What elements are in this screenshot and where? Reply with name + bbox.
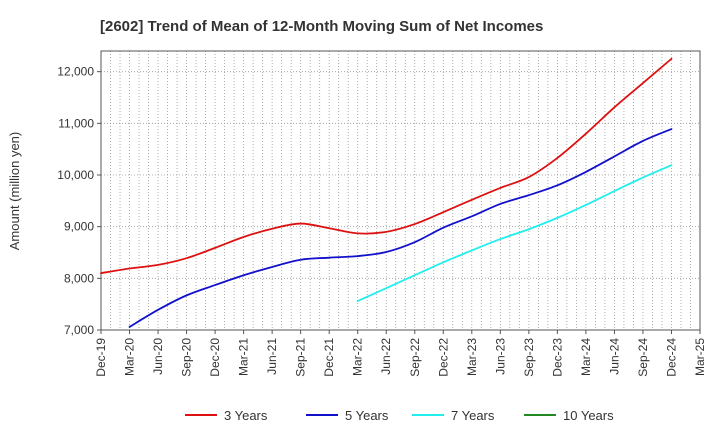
x-tick-label: Jun-22 bbox=[379, 338, 393, 375]
plot-background bbox=[101, 51, 700, 330]
x-tick-label: Jun-24 bbox=[607, 338, 621, 375]
legend-label: 5 Years bbox=[345, 408, 389, 423]
legend-item-3-years: 3 Years bbox=[185, 408, 268, 423]
series-line-3-years bbox=[100, 57, 673, 275]
x-tick-label: Dec-22 bbox=[436, 338, 450, 377]
series-line-5-years bbox=[128, 128, 673, 328]
y-tick-label: 12,000 bbox=[57, 65, 94, 79]
chart-title: [2602] Trend of Mean of 12-Month Moving … bbox=[100, 18, 543, 35]
x-tick-label: Dec-19 bbox=[94, 338, 108, 377]
x-tick-label: Sep-24 bbox=[636, 338, 650, 377]
x-tick-label: Mar-20 bbox=[123, 338, 137, 376]
y-tick-label: 9,000 bbox=[64, 220, 94, 234]
x-tick-label: Jun-23 bbox=[493, 338, 507, 375]
legend-label: 7 Years bbox=[451, 408, 495, 423]
x-tick-label: Mar-24 bbox=[579, 338, 593, 376]
y-tick-label: 10,000 bbox=[57, 168, 94, 182]
y-tick-label: 7,000 bbox=[64, 323, 94, 337]
x-tick-label: Dec-23 bbox=[550, 338, 564, 377]
x-tick-label: Mar-23 bbox=[465, 338, 479, 376]
x-tick-label: Sep-23 bbox=[522, 338, 536, 377]
y-tick-label: 11,000 bbox=[58, 116, 94, 130]
x-tick-label: Jun-20 bbox=[151, 338, 165, 375]
x-tick-label: Mar-21 bbox=[237, 338, 251, 376]
x-tick-label: Jun-21 bbox=[265, 338, 279, 375]
x-tick-label: Dec-21 bbox=[322, 338, 336, 377]
x-tick-label: Sep-20 bbox=[180, 338, 194, 377]
y-axis-label: Amount (million yen) bbox=[7, 132, 22, 251]
legend-item-10-years: 10 Years bbox=[524, 408, 614, 423]
legend-label: 10 Years bbox=[563, 408, 614, 423]
x-tick-label: Mar-22 bbox=[351, 338, 365, 376]
x-tick-label: Dec-24 bbox=[664, 338, 678, 377]
legend: 3 Years 5 Years 7 Years 10 Years bbox=[185, 408, 614, 423]
y-tick-label: 8,000 bbox=[64, 271, 94, 285]
plot-frame bbox=[100, 50, 701, 331]
legend-label: 3 Years bbox=[224, 408, 268, 423]
x-tick-label: Sep-22 bbox=[408, 338, 422, 377]
legend-item-5-years: 5 Years bbox=[306, 408, 389, 423]
x-tick-label: Mar-25 bbox=[693, 338, 707, 376]
series-line-7-years bbox=[356, 164, 673, 302]
legend-item-7-years: 7 Years bbox=[412, 408, 495, 423]
x-tick-label: Dec-20 bbox=[208, 338, 222, 377]
plot-area: 7,000 8,000 9,000 10,000 11,000 12,000 Dec-19 M… bbox=[57, 50, 707, 377]
x-tick-label: Sep-21 bbox=[294, 338, 308, 377]
